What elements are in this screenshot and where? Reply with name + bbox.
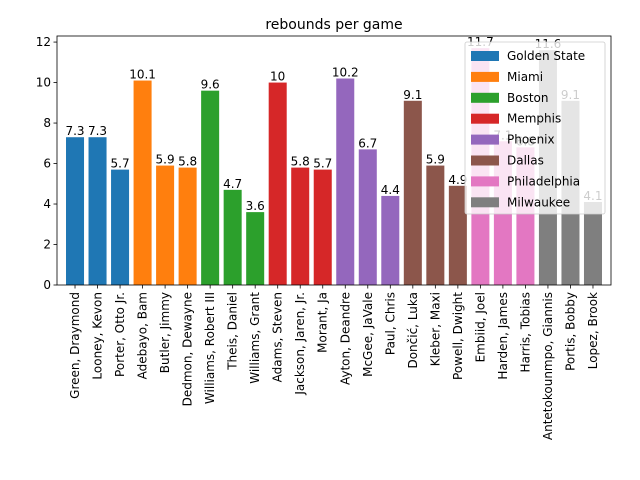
- x-tick-label: Harden, James: [496, 292, 510, 380]
- legend-swatch: [471, 71, 499, 82]
- x-tick-label: Dončić, Luka: [406, 292, 420, 369]
- legend-entry: Philadelphia: [507, 174, 580, 188]
- y-tick-label: 0: [43, 278, 51, 292]
- data-label: 5.7: [313, 157, 332, 171]
- x-tick-label: Adams, Steven: [271, 292, 285, 382]
- data-label: 5.8: [291, 155, 310, 169]
- data-label: 4.7: [223, 177, 242, 191]
- bar: [381, 195, 400, 285]
- legend-entry: Boston: [507, 91, 548, 105]
- x-tick-label: Embiid, Joel: [473, 292, 487, 362]
- data-label: 10.1: [129, 68, 156, 82]
- bar: [201, 90, 220, 285]
- x-tick-label: Powell, Dwight: [451, 292, 465, 380]
- legend-entry: Milwaukee: [507, 195, 570, 209]
- legend-swatch: [471, 134, 499, 145]
- plot-frame: [56, 35, 612, 286]
- x-tick-label: Paul, Chris: [383, 292, 397, 355]
- x-tick-label: Ayton, Deandre: [338, 292, 352, 385]
- legend-swatch: [471, 51, 499, 61]
- legend-entry: Phoenix: [507, 133, 555, 147]
- legend-entry: Golden State: [507, 49, 585, 63]
- y-tick-label: 8: [43, 116, 51, 130]
- x-axis: Green, Draymond Looney, Kevon Porter, Otto…: [68, 285, 600, 440]
- data-label: 9.1: [403, 88, 422, 102]
- y-tick-label: 2: [43, 238, 51, 252]
- x-tick-label: Dedmon, Dewayne: [181, 292, 195, 406]
- bar: [178, 167, 197, 285]
- legend-entry: Miami: [507, 70, 543, 84]
- x-tick-label: Adebayo, Bam: [136, 292, 150, 379]
- x-tick-label: Butler, Jimmy: [158, 292, 172, 373]
- legend-swatch: [471, 113, 499, 124]
- bar: [291, 167, 310, 285]
- data-label: 10: [270, 70, 285, 84]
- legend-swatch: [471, 92, 499, 103]
- data-label: 5.9: [156, 153, 175, 167]
- bar: [246, 212, 265, 285]
- y-tick-label: 10: [36, 76, 51, 90]
- bar: [111, 169, 130, 285]
- bar: [448, 185, 467, 285]
- x-tick-label: Williams, Grant: [248, 292, 262, 384]
- y-axis: 0 2 4 6 8 10 12: [36, 35, 57, 292]
- data-label: 6.7: [358, 136, 377, 150]
- x-tick-label: McGee, JaVale: [361, 292, 375, 377]
- x-tick-label: Williams, Robert III: [203, 292, 217, 404]
- data-label: 7.3: [65, 124, 84, 138]
- chart-title: rebounds per game: [265, 17, 402, 33]
- legend-entry: Memphis: [507, 112, 561, 126]
- legend-swatch: [471, 176, 499, 187]
- data-label: 4.9: [448, 173, 467, 187]
- bar: [313, 169, 332, 285]
- x-tick-label: Theis, Daniel: [226, 292, 240, 371]
- bar: [156, 165, 175, 285]
- data-label: 9.6: [201, 78, 220, 92]
- x-tick-label: Looney, Kevon: [91, 292, 105, 380]
- x-tick-label: Green, Draymond: [68, 292, 82, 399]
- data-label: 3.6: [246, 199, 265, 213]
- bar: [223, 189, 242, 285]
- legend: Golden State Miami Boston Memphis Phoenix Dal…: [464, 41, 606, 215]
- legend-swatch: [471, 155, 499, 166]
- y-tick-label: 12: [36, 35, 51, 49]
- bar: [358, 149, 377, 285]
- x-tick-label: Morant, Ja: [316, 292, 330, 353]
- bar: [336, 78, 355, 285]
- legend-swatch: [471, 197, 499, 208]
- bar: [583, 202, 602, 285]
- bar: [88, 137, 107, 285]
- data-label: 4.4: [381, 183, 400, 197]
- legend-entry: Dallas: [507, 154, 544, 168]
- data-label: 5.7: [111, 157, 130, 171]
- y-tick-label: 4: [43, 197, 51, 211]
- x-tick-label: Harris, Tobias: [518, 292, 532, 372]
- x-tick-label: Porter, Otto Jr.: [113, 292, 127, 377]
- x-tick-label: Lopez, Brook: [586, 292, 600, 369]
- data-label: 7.3: [88, 124, 107, 138]
- bar: [268, 82, 287, 285]
- legend-box: [464, 41, 606, 215]
- bar: [403, 100, 422, 285]
- y-tick-label: 6: [43, 157, 51, 171]
- bar: [133, 80, 152, 285]
- x-tick-label: Jackson, Jaren, Jr.: [293, 292, 307, 396]
- x-tick-label: Kleber, Maxi: [428, 292, 442, 366]
- plot-border: [56, 35, 612, 286]
- bar: [66, 137, 85, 285]
- data-label: 5.9: [426, 153, 445, 167]
- x-tick-label: Antetokounmpo, Giannis: [541, 292, 555, 440]
- bar: [426, 165, 445, 285]
- x-tick-label: Portis, Bobby: [563, 292, 577, 371]
- data-label: 10.2: [332, 66, 359, 80]
- data-label: 5.8: [178, 155, 197, 169]
